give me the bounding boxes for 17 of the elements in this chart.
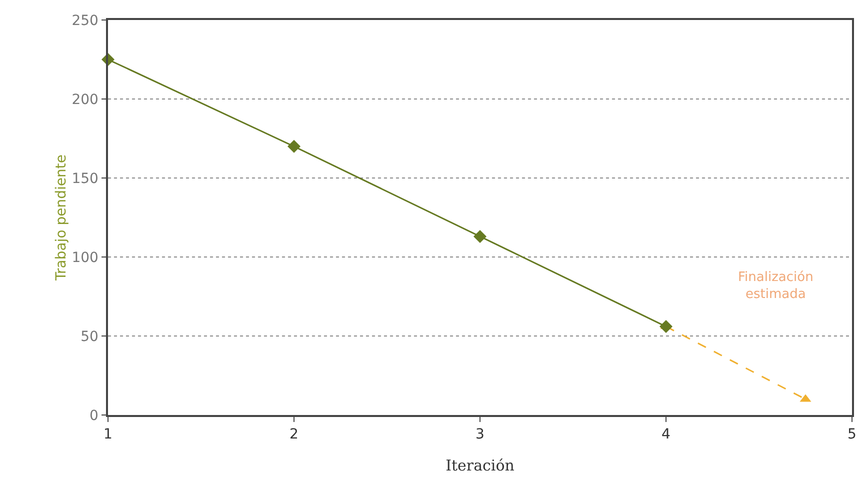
x-tick-label: 3 — [476, 426, 484, 443]
x-tick-label: 4 — [662, 426, 671, 443]
x-tick-label: 2 — [290, 426, 298, 443]
y-tick-label: 50 — [80, 328, 98, 345]
y-axis-title: Trabajo pendiente — [54, 154, 70, 282]
x-tick-label: 1 — [104, 426, 112, 443]
y-tick-label: 150 — [72, 170, 98, 187]
y-tick-label: 200 — [72, 92, 98, 108]
point — [288, 140, 300, 153]
x-axis-title: Iteración — [446, 456, 515, 474]
y-tick-label: 250 — [72, 12, 98, 29]
y-tick-label: 100 — [72, 250, 98, 266]
x-tick-label: 5 — [848, 426, 856, 443]
y-tick-label: 0 — [90, 408, 98, 424]
point — [660, 320, 672, 334]
annotation: Finalización estimada — [738, 270, 814, 302]
point — [474, 230, 486, 243]
